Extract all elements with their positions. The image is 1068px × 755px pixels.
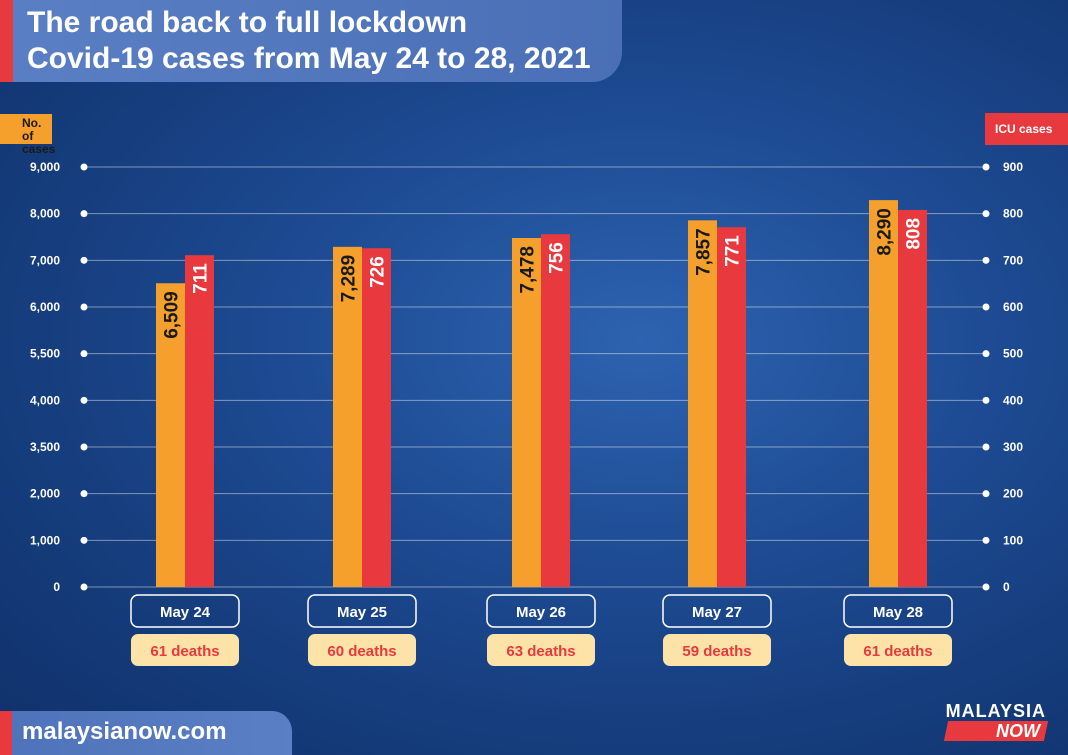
deaths-badge <box>663 634 771 666</box>
gridline-dot-left <box>80 303 88 311</box>
gridline-dot-right <box>982 583 990 591</box>
date-label: May 24 <box>160 604 211 621</box>
date-box <box>843 594 953 628</box>
date-box <box>307 594 417 628</box>
gridline-dot-left <box>80 490 88 498</box>
right-tick-label: 0 <box>1003 580 1010 594</box>
left-tick-label: 1,000 <box>30 533 60 547</box>
date-box <box>486 594 596 628</box>
left-tick-label: 3,500 <box>30 440 60 454</box>
date-box <box>662 594 772 628</box>
footer-accent-strip <box>0 711 12 755</box>
chart-subtitle: Covid-19 cases from May 24 to 28, 2021 <box>27 42 591 75</box>
right-axis-label: ICU cases <box>985 113 1068 145</box>
deaths-label: 61 deaths <box>863 643 932 660</box>
gridline-dot-right <box>982 350 990 358</box>
date-label: May 28 <box>873 604 923 621</box>
date-label: May 26 <box>516 604 566 621</box>
right-tick-label: 100 <box>1003 533 1023 547</box>
title-accent-strip <box>0 0 13 82</box>
gridline-dot-right <box>982 396 990 404</box>
gridline-dot-right <box>982 210 990 218</box>
left-tick-label: 9,000 <box>30 160 60 174</box>
source-website: malaysianow.com <box>22 718 227 745</box>
right-tick-label: 800 <box>1003 207 1023 221</box>
logo-text-bottom: NOW <box>996 721 1040 741</box>
cases-value-label: 7,478 <box>518 246 539 294</box>
right-tick-label: 900 <box>1003 160 1023 174</box>
gridline-dot-left <box>80 210 88 218</box>
gridline-dot-right <box>982 443 990 451</box>
deaths-label: 59 deaths <box>682 643 751 660</box>
icu-bar <box>185 255 214 587</box>
deaths-label: 60 deaths <box>327 643 396 660</box>
icu-bar <box>362 248 391 587</box>
cases-value-label: 6,509 <box>162 291 183 339</box>
gridline-dot-right <box>982 303 990 311</box>
gridline-dot-left <box>80 583 88 591</box>
date-label: May 27 <box>692 604 742 621</box>
cases-value-label: 7,289 <box>339 255 360 303</box>
left-tick-label: 4,000 <box>30 393 60 407</box>
icu-value-label: 808 <box>904 218 925 250</box>
deaths-badge <box>131 634 239 666</box>
icu-bar <box>717 227 746 587</box>
right-tick-label: 500 <box>1003 347 1023 361</box>
right-tick-label: 700 <box>1003 253 1023 267</box>
icu-bar <box>898 209 927 587</box>
cases-value-label: 7,857 <box>694 228 715 276</box>
icu-value-label: 726 <box>368 256 389 288</box>
icu-value-label: 771 <box>723 235 744 267</box>
deaths-label: 61 deaths <box>150 643 219 660</box>
icu-value-label: 711 <box>191 263 212 294</box>
footer-box <box>0 711 292 755</box>
cases-value-label: 8,290 <box>875 208 896 256</box>
gridline-dot-left <box>80 396 88 404</box>
gridline-dot-left <box>80 163 88 171</box>
date-box <box>130 594 240 628</box>
right-tick-label: 300 <box>1003 440 1023 454</box>
right-tick-label: 400 <box>1003 393 1023 407</box>
gridline-dot-left <box>80 443 88 451</box>
right-tick-label: 200 <box>1003 487 1023 501</box>
deaths-badge <box>487 634 595 666</box>
gridline-dot-left <box>80 536 88 544</box>
gridline-dot-left <box>80 256 88 264</box>
title-box <box>0 0 622 82</box>
gridline-dot-right <box>982 490 990 498</box>
cases-bar <box>156 283 185 587</box>
icu-value-label: 756 <box>547 242 568 274</box>
cases-bar <box>688 220 717 587</box>
deaths-label: 63 deaths <box>506 643 575 660</box>
left-tick-label: 0 <box>53 580 60 594</box>
gridline-dot-right <box>982 536 990 544</box>
brand-logo: MALAYSIA NOW <box>936 701 1049 741</box>
right-tick-label: 600 <box>1003 300 1023 314</box>
left-tick-label: 2,000 <box>30 487 60 501</box>
left-tick-label: 5,500 <box>30 347 60 361</box>
gridline-dot-right <box>982 256 990 264</box>
deaths-badge <box>844 634 952 666</box>
logo-text-top: MALAYSIA <box>945 701 1046 721</box>
icu-bar <box>541 234 570 587</box>
left-tick-label: 7,000 <box>30 253 60 267</box>
left-tick-label: 6,000 <box>30 300 60 314</box>
date-label: May 25 <box>337 604 387 621</box>
chart-title: The road back to full lockdown <box>27 6 468 39</box>
deaths-badge <box>308 634 416 666</box>
cases-bar <box>512 238 541 587</box>
left-axis-label: No. of cases <box>0 114 55 156</box>
cases-bar <box>869 200 898 587</box>
left-tick-label: 8,000 <box>30 207 60 221</box>
logo-banner: NOW <box>943 721 1049 741</box>
gridline-dot-right <box>982 163 990 171</box>
gridline-dot-left <box>80 350 88 358</box>
cases-bar <box>333 246 362 587</box>
